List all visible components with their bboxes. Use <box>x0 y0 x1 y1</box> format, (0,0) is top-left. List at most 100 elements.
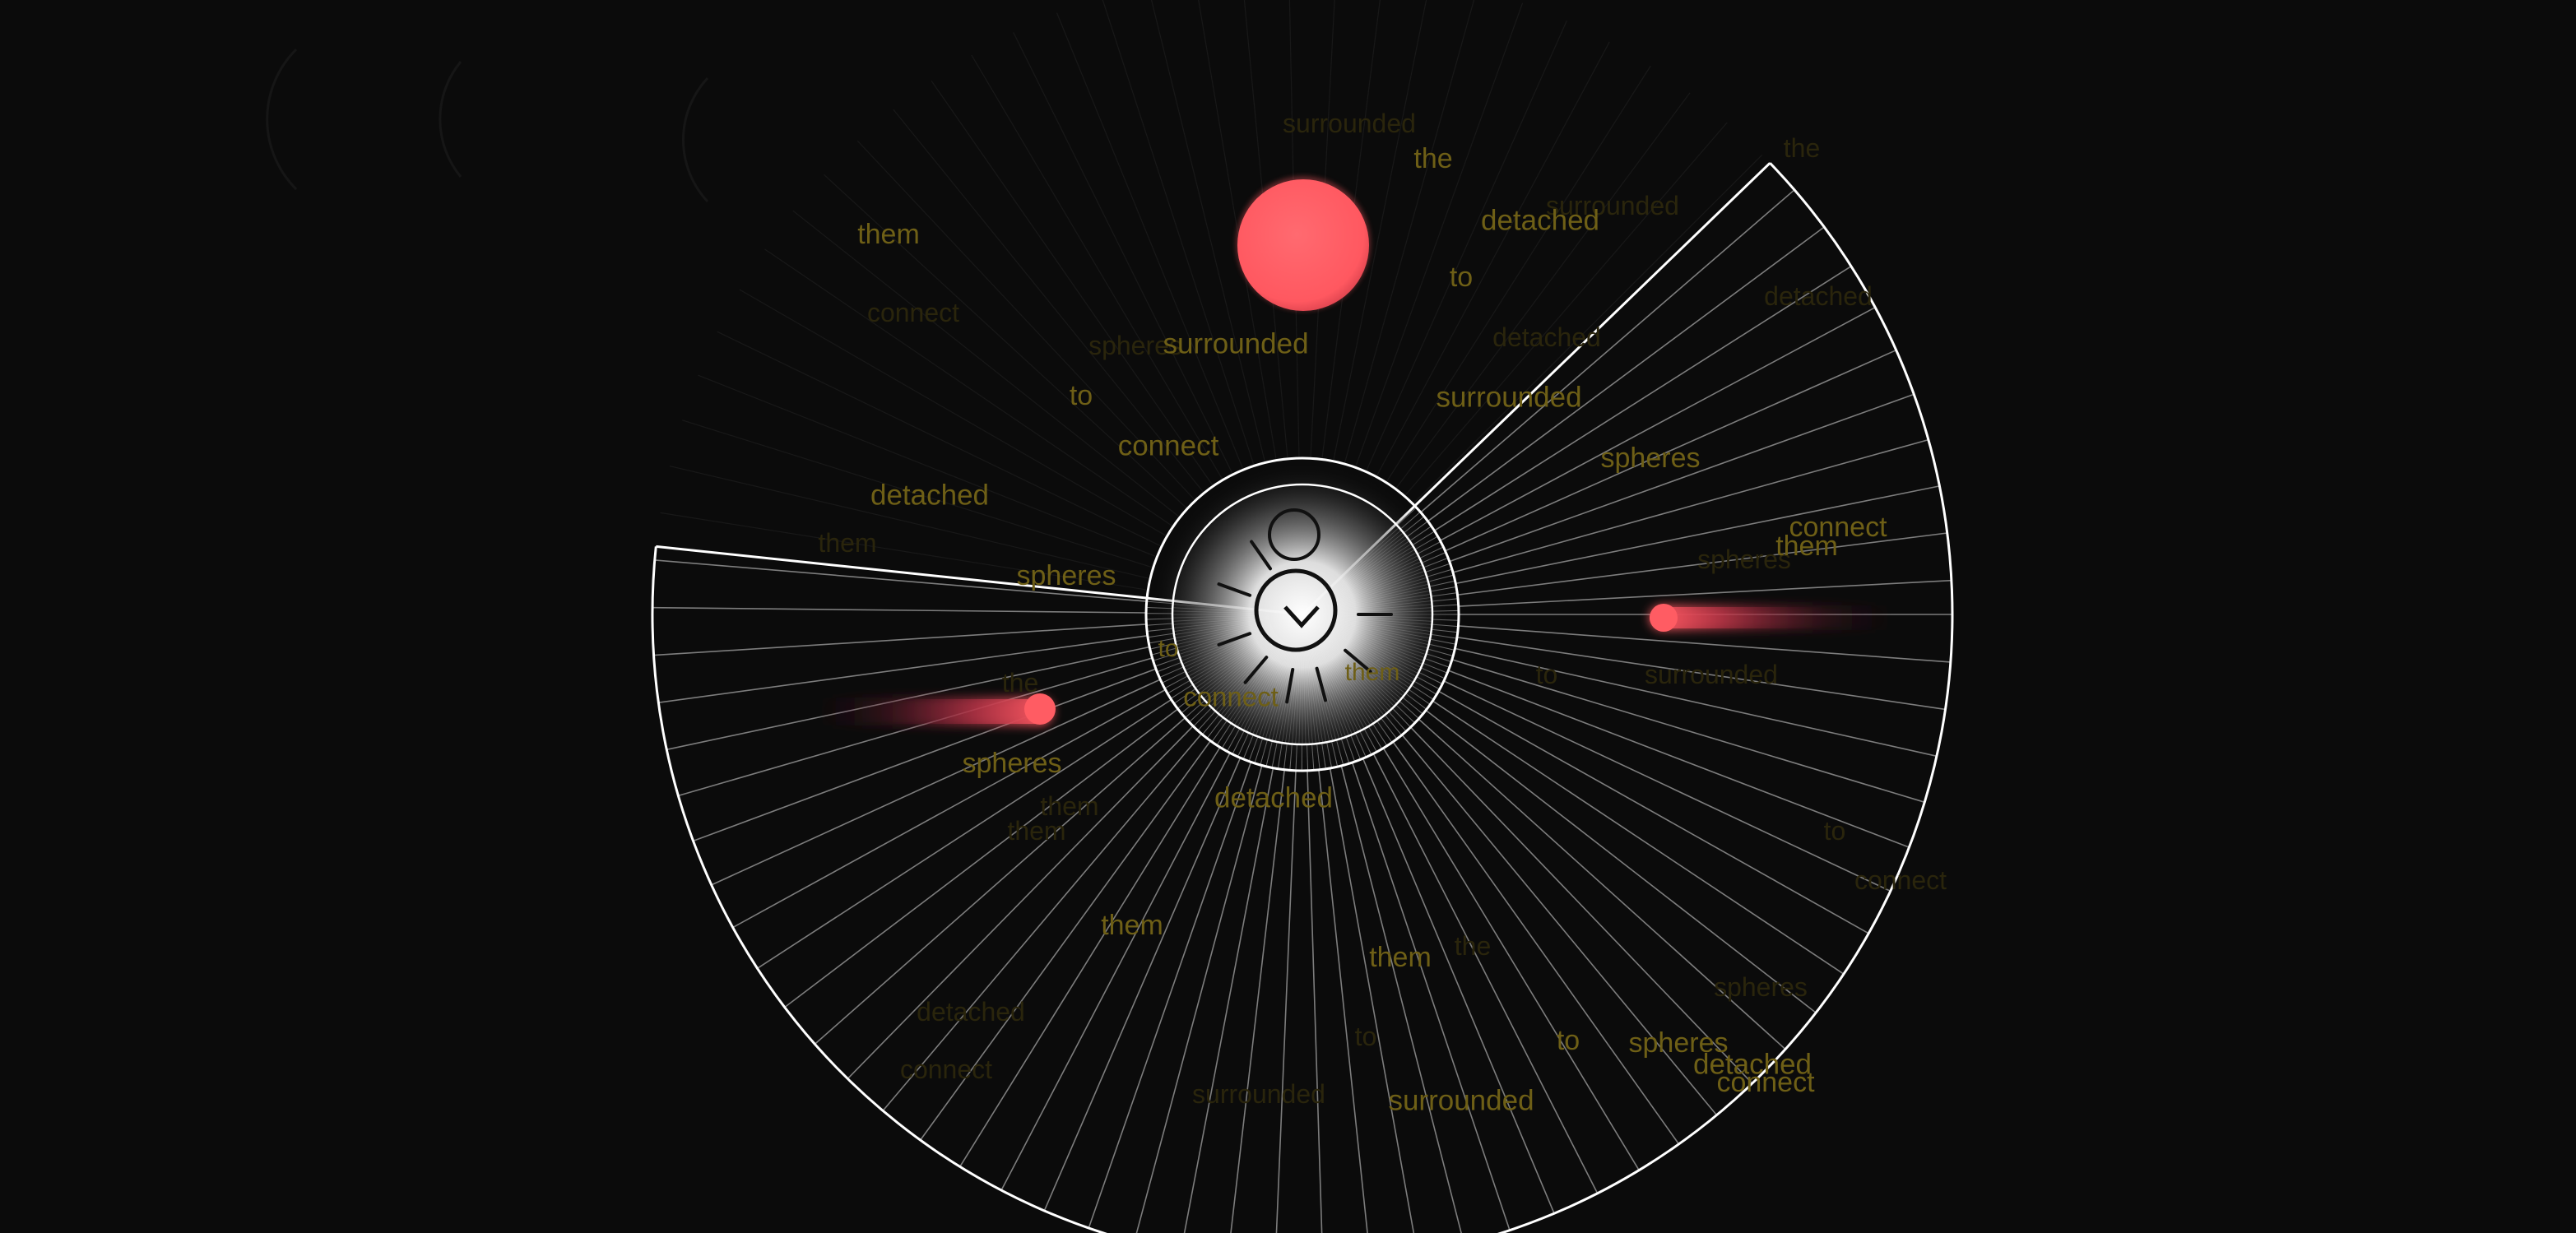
spoke <box>1448 670 1910 848</box>
spoke <box>1438 690 1869 934</box>
orb-left <box>815 693 1056 725</box>
spoke <box>1102 0 1255 466</box>
spoke <box>698 374 1158 558</box>
spoke <box>682 419 1153 568</box>
spoke <box>1351 762 1511 1231</box>
spoke <box>1395 92 1691 489</box>
background-arcs <box>266 48 709 203</box>
spoke <box>959 747 1221 1167</box>
spoke <box>669 466 1151 580</box>
spoke <box>1449 393 1915 563</box>
circle-icon <box>1268 508 1320 561</box>
spoke <box>919 740 1211 1141</box>
spoke <box>1458 625 1951 663</box>
spoke <box>792 210 1181 518</box>
spoke <box>1456 637 1946 711</box>
orb-top <box>1236 176 1371 311</box>
spoke <box>814 716 1186 1045</box>
spoke <box>824 174 1188 509</box>
spoke <box>1385 65 1651 483</box>
spoke <box>1340 765 1462 1233</box>
spoke <box>678 657 1153 797</box>
background-arc <box>682 76 709 203</box>
spoke <box>1404 122 1728 497</box>
background-arc <box>439 61 462 178</box>
spoke <box>1307 770 1323 1233</box>
circle-icon <box>1254 568 1338 652</box>
hub-mark <box>1285 668 1295 704</box>
spoke <box>654 559 1147 602</box>
spoke <box>1432 700 1845 975</box>
spoke <box>1455 485 1940 585</box>
spoke <box>1382 748 1640 1171</box>
chevron-down-icon <box>1283 605 1320 628</box>
spoke <box>1401 734 1718 1116</box>
spoke <box>1183 767 1274 1233</box>
spoke <box>1372 753 1599 1194</box>
inner-ring <box>1171 483 1434 746</box>
hub-glow <box>1150 462 1455 767</box>
spoke <box>1135 765 1263 1233</box>
hub-mark <box>1243 656 1269 684</box>
spoke <box>1056 12 1244 470</box>
spoke <box>1043 758 1242 1212</box>
spoke <box>1433 266 1852 531</box>
hub-mark <box>1344 648 1372 674</box>
spoke <box>1329 767 1415 1233</box>
spoke <box>1418 718 1786 1050</box>
spoke <box>1420 189 1795 513</box>
spoke <box>757 698 1172 969</box>
hub-mark <box>1217 582 1252 597</box>
spoke <box>1150 0 1266 463</box>
hub-mark <box>1217 632 1252 647</box>
hub-marks <box>1217 540 1393 704</box>
spoke <box>1333 0 1427 461</box>
spoke <box>711 679 1161 886</box>
spoke <box>847 725 1194 1079</box>
spoke <box>1275 770 1297 1233</box>
spoke <box>764 248 1174 527</box>
spoke <box>1088 762 1252 1229</box>
spoke <box>1376 41 1610 477</box>
inner-ring-outer <box>1144 457 1460 772</box>
spoke <box>1318 769 1368 1233</box>
spoke <box>652 606 1147 614</box>
spoke <box>693 668 1157 842</box>
spoke <box>1230 769 1285 1233</box>
spoke <box>658 635 1148 703</box>
spoke <box>1000 753 1231 1191</box>
spoke <box>931 80 1214 487</box>
orb-right <box>1650 604 1896 632</box>
spoke <box>1443 680 1891 892</box>
spoke <box>1198 0 1277 461</box>
spoke <box>893 109 1204 494</box>
spoke <box>1458 579 1952 607</box>
spoke <box>1452 438 1929 573</box>
spoke <box>1451 659 1925 804</box>
spoke <box>1362 758 1555 1214</box>
spoke <box>1455 647 1938 758</box>
spoke <box>739 289 1167 537</box>
spoke <box>660 512 1149 591</box>
spoke <box>653 623 1147 656</box>
hub-mark <box>1250 540 1272 571</box>
background-arc <box>266 48 298 191</box>
hub-mark <box>1315 666 1327 702</box>
spoke <box>784 708 1179 1008</box>
outer-ring <box>651 162 1954 1233</box>
spoke <box>882 733 1203 1111</box>
spoke <box>1440 306 1876 541</box>
spoke <box>732 688 1166 929</box>
spoke <box>856 140 1196 501</box>
spoke <box>1427 226 1825 522</box>
spoke <box>1354 2 1524 468</box>
spoke <box>1425 709 1817 1013</box>
spoke <box>1457 532 1947 596</box>
spoke <box>971 54 1223 480</box>
spoke <box>1392 741 1680 1145</box>
spoke <box>1013 32 1234 475</box>
spoke <box>1409 726 1753 1084</box>
spoke <box>717 331 1163 547</box>
spoke <box>1445 349 1897 552</box>
